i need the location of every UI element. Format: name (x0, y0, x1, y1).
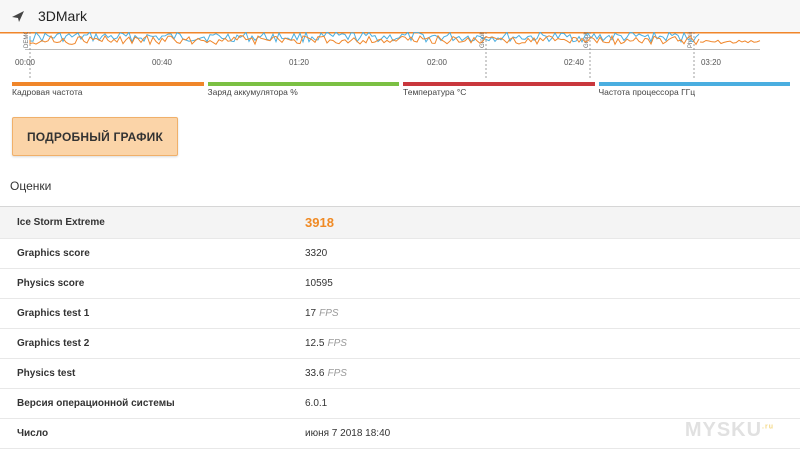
score-value: 3918 (305, 215, 334, 230)
score-number: 6.0.1 (305, 398, 328, 409)
score-value: июня 7 2018 18:40 (305, 428, 390, 439)
score-label: Ice Storm Extreme (17, 217, 105, 228)
score-value: 6.0.1 (305, 398, 327, 409)
back-button[interactable] (4, 0, 32, 32)
legend-label: Заряд аккумулятора % (207, 87, 298, 97)
score-value: 10595 (305, 278, 333, 289)
scores-section-title: Оценки (10, 179, 52, 193)
legend-item: Кадровая частота (12, 82, 204, 98)
legend-item: Температура °C (403, 82, 595, 98)
series-line (29, 34, 700, 46)
chart-legend: Кадровая частота Заряд аккумулятора % Темп… (12, 82, 790, 98)
table-row: Graphics test 2 12.5 FPS (0, 329, 800, 359)
chart-x-axis: 00:00 00:40 01:20 02:00 02:40 03:20 (0, 58, 800, 72)
table-row: Physics score 10595 (0, 269, 800, 299)
table-row: Число июня 7 2018 18:40 (0, 419, 800, 449)
performance-chart[interactable]: DEMO Graphics test 1 Graphics test 2 Physic… (0, 32, 800, 78)
score-number: 3918 (305, 215, 334, 230)
app-title: 3DMark (38, 8, 88, 24)
score-unit: FPS (327, 338, 347, 349)
legend-item: Частота процессора ГГц (598, 82, 790, 98)
x-tick-label: 00:40 (151, 58, 173, 67)
app-bar: 3DMark (0, 0, 800, 32)
back-arrow-icon (12, 11, 24, 22)
test-marker-label: Physics test (688, 32, 694, 48)
legend-color-swatch (12, 82, 204, 86)
score-unit: FPS (327, 368, 347, 379)
score-value: 33.6 FPS (305, 368, 347, 379)
score-number: 33.6 (305, 368, 325, 379)
score-value: 3320 (305, 248, 327, 259)
legend-label: Кадровая частота (12, 87, 83, 97)
score-label: Physics test (17, 368, 76, 379)
legend-color-swatch (403, 82, 595, 86)
score-label: Graphics test 1 (17, 308, 90, 319)
score-number: 17 (305, 308, 317, 319)
table-row: Physics test 33.6 FPS (0, 359, 800, 389)
series-line (29, 32, 700, 44)
table-row: Ice Storm Extreme 3918 (0, 207, 800, 239)
table-row: Graphics test 1 17 FPS (0, 299, 800, 329)
x-tick-label: 01:20 (288, 58, 310, 67)
legend-color-swatch (598, 82, 790, 86)
chart-canvas: DEMO Graphics test 1 Graphics test 2 Physic… (0, 32, 800, 78)
x-tick-label: 02:00 (426, 58, 448, 67)
test-marker-label: Graphics test 1 (480, 32, 486, 48)
score-number: 10595 (305, 278, 333, 289)
scores-table: Ice Storm Extreme 3918 Graphics score 3320 P… (0, 206, 800, 449)
score-unit: FPS (319, 308, 339, 319)
legend-label: Температура °C (403, 87, 467, 97)
test-marker-label: DEMO (24, 32, 30, 48)
test-marker-label: Graphics test 2 (584, 32, 590, 48)
legend-label: Частота процессора ГГц (598, 87, 696, 97)
score-label: Physics score (17, 278, 85, 289)
watermark: MYSKU.ru (684, 419, 774, 441)
x-tick-label: 02:40 (563, 58, 585, 67)
score-value: 12.5 FPS (305, 338, 347, 349)
legend-color-swatch (207, 82, 399, 86)
series-line (699, 39, 761, 45)
score-label: Версия операционной системы (17, 398, 175, 409)
score-number: 12.5 (305, 338, 325, 349)
table-row: Версия операционной системы 6.0.1 (0, 389, 800, 419)
score-number: 3320 (305, 248, 328, 259)
legend-item: Заряд аккумулятора % (207, 82, 399, 98)
score-label: Graphics test 2 (17, 338, 90, 349)
table-row: Graphics score 3320 (0, 239, 800, 269)
x-tick-label: 00:00 (14, 58, 36, 67)
detailed-chart-button[interactable]: ПОДРОБНЫЙ ГРАФИК (12, 117, 178, 156)
score-value: 17 FPS (305, 308, 339, 319)
score-label: Число (17, 428, 49, 439)
score-label: Graphics score (17, 248, 90, 259)
score-number: июня 7 2018 18:40 (305, 428, 391, 439)
x-tick-label: 03:20 (700, 58, 722, 67)
